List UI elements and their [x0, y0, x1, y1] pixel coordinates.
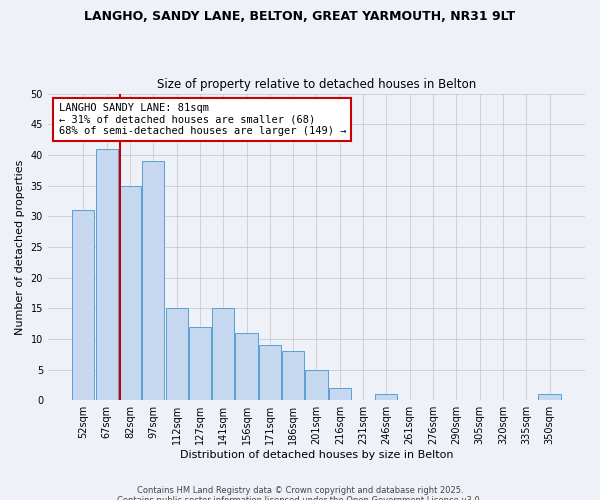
Bar: [166, 308, 188, 400]
Bar: [305, 370, 328, 400]
Y-axis label: Number of detached properties: Number of detached properties: [15, 159, 25, 334]
Bar: [376, 394, 397, 400]
Bar: [95, 149, 118, 400]
Text: LANGHO, SANDY LANE, BELTON, GREAT YARMOUTH, NR31 9LT: LANGHO, SANDY LANE, BELTON, GREAT YARMOU…: [85, 10, 515, 23]
Bar: [538, 394, 560, 400]
Bar: [259, 345, 281, 400]
Bar: [119, 186, 141, 400]
Bar: [189, 326, 211, 400]
Text: Contains HM Land Registry data © Crown copyright and database right 2025.: Contains HM Land Registry data © Crown c…: [137, 486, 463, 495]
Text: LANGHO SANDY LANE: 81sqm
← 31% of detached houses are smaller (68)
68% of semi-d: LANGHO SANDY LANE: 81sqm ← 31% of detach…: [59, 103, 346, 136]
Bar: [142, 161, 164, 400]
X-axis label: Distribution of detached houses by size in Belton: Distribution of detached houses by size …: [180, 450, 453, 460]
Text: Contains public sector information licensed under the Open Government Licence v3: Contains public sector information licen…: [118, 496, 482, 500]
Bar: [73, 210, 94, 400]
Bar: [235, 332, 257, 400]
Bar: [329, 388, 351, 400]
Title: Size of property relative to detached houses in Belton: Size of property relative to detached ho…: [157, 78, 476, 91]
Bar: [282, 351, 304, 400]
Bar: [212, 308, 235, 400]
